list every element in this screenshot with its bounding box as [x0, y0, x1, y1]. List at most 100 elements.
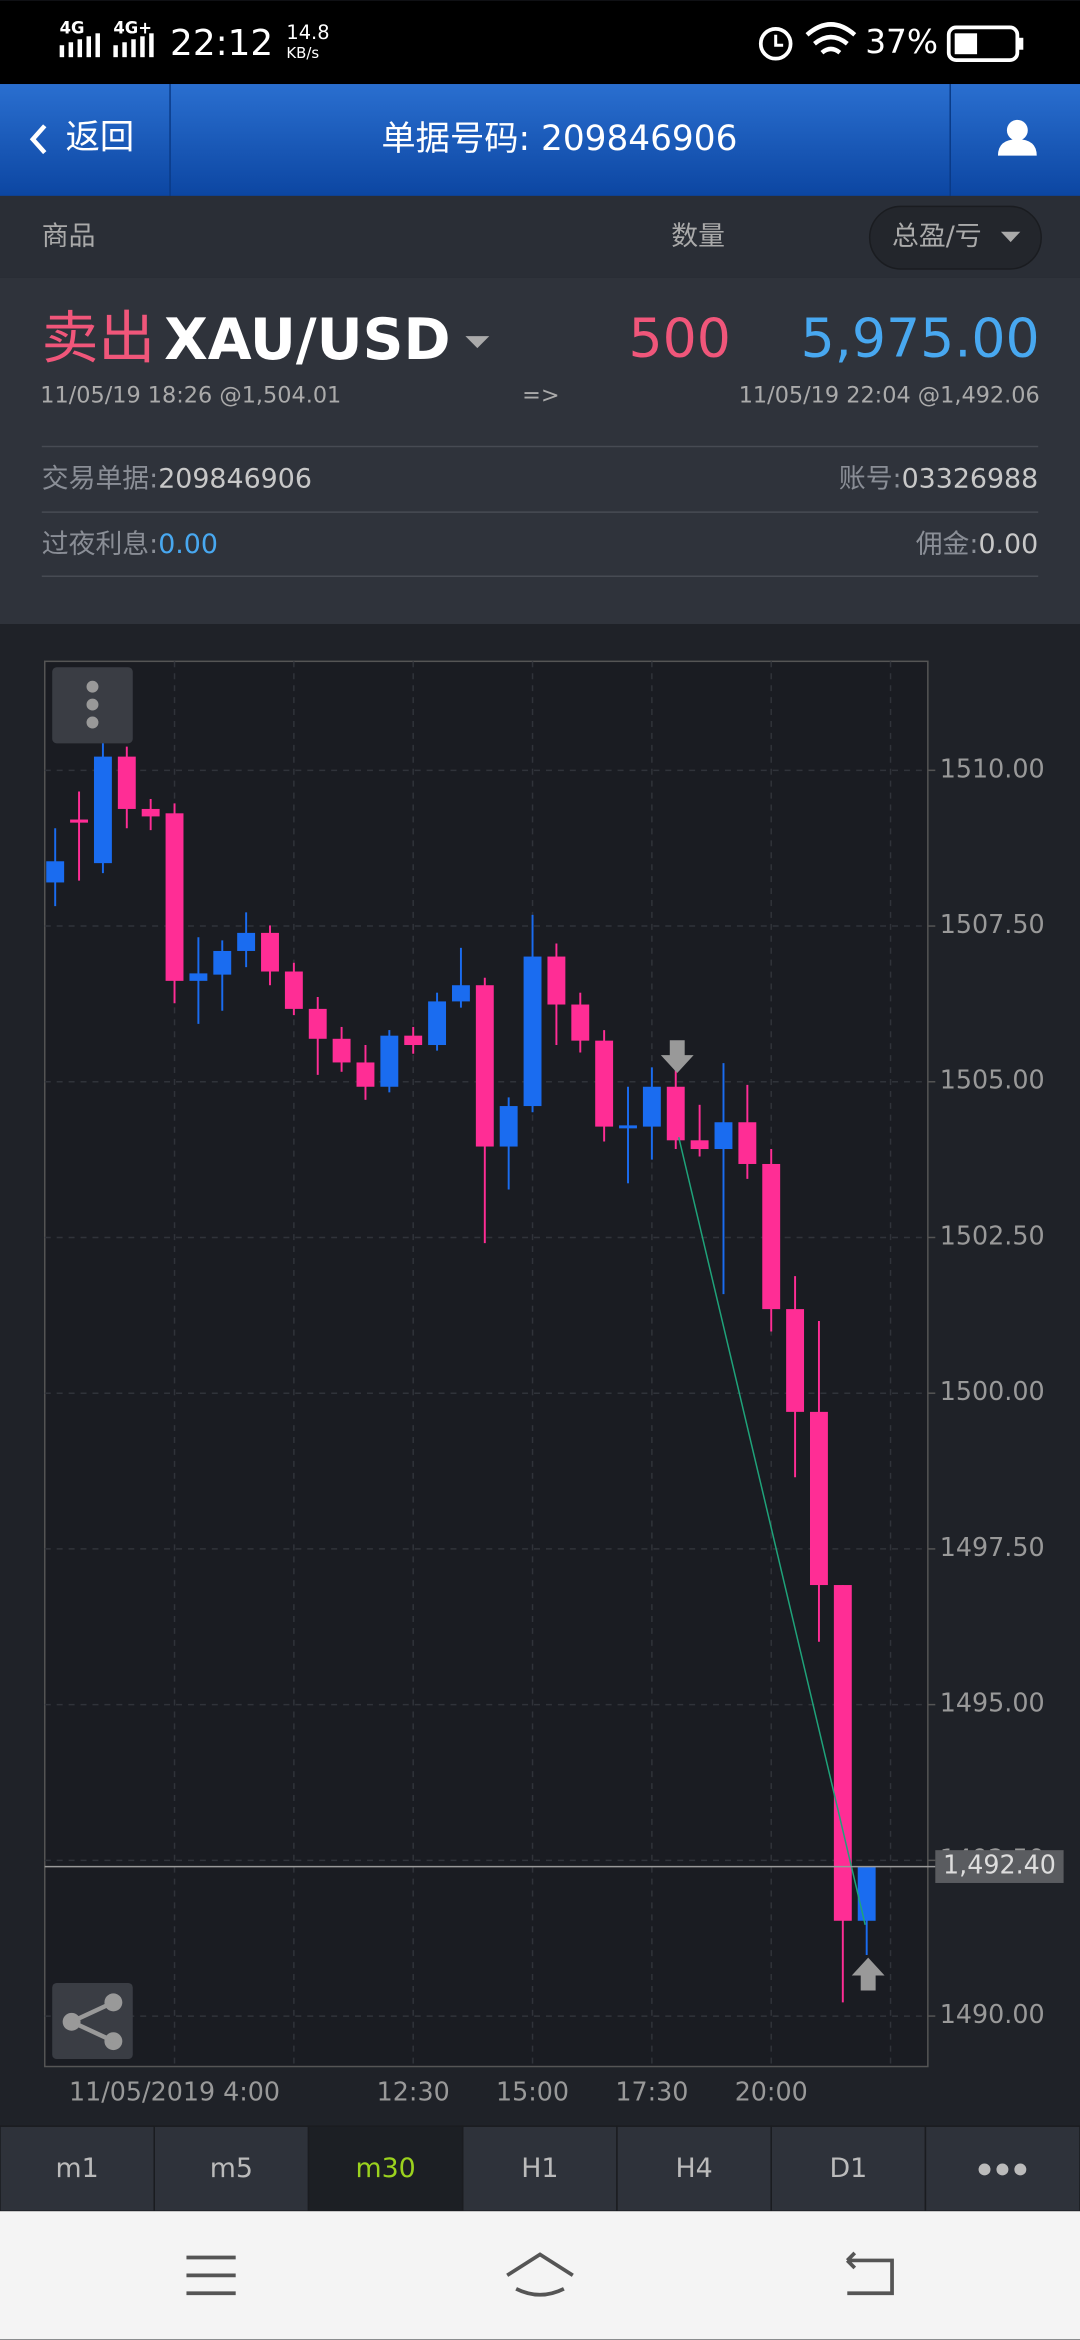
- more-dot: [978, 2163, 991, 2176]
- trade-line: [678, 1137, 866, 1925]
- open-info: 11/05/19 18:26 @1,504.01: [40, 382, 341, 408]
- tab[interactable]: [770, 2125, 927, 2212]
- x-tick-label: 20:00: [735, 2076, 808, 2106]
- x-tick-label: 15:00: [496, 2076, 569, 2106]
- battery-icon: [946, 25, 1024, 63]
- x-tick-label: 17:30: [615, 2076, 688, 2106]
- tab[interactable]: [153, 2125, 310, 2212]
- candle-body: [714, 1122, 733, 1150]
- share-button[interactable]: [52, 1982, 133, 2060]
- tab[interactable]: [461, 2125, 618, 2212]
- menu-key[interactable]: [186, 2255, 236, 2296]
- y-tick-label: 1495.00: [940, 1688, 1045, 1718]
- detail-value: 0.00: [158, 528, 218, 559]
- current-price-box: [935, 1850, 1064, 1883]
- separators: [41, 445, 1039, 578]
- candle-body: [475, 985, 494, 1147]
- y-tick-label: 1490.00: [940, 1999, 1045, 2029]
- dropdown-label: 总盈/亏: [892, 221, 982, 252]
- network: 4G: [60, 18, 85, 37]
- candle-body: [356, 1062, 375, 1087]
- candle-body: [428, 1001, 447, 1046]
- candle-body: [571, 1004, 590, 1041]
- candle-body: [833, 1585, 852, 1921]
- order-panel: [0, 277, 1080, 625]
- detail-label: 过夜利息:: [42, 528, 158, 559]
- column-label: 数量: [671, 221, 725, 252]
- clock: 22:12: [170, 23, 273, 64]
- back-key[interactable]: [845, 2251, 894, 2296]
- candle-body: [810, 1411, 828, 1586]
- sell-marker: [660, 1040, 694, 1074]
- network: 4G+: [113, 18, 152, 37]
- order-pnl: 5,975.00: [801, 307, 1040, 370]
- battery-level: 37%: [865, 23, 938, 61]
- candle-body: [595, 1040, 614, 1127]
- detail: 账号:03326988: [839, 463, 1038, 494]
- tab-label: m5: [210, 2153, 253, 2184]
- y-tick-label: 1497.50: [940, 1532, 1045, 1562]
- candle-body: [117, 756, 136, 809]
- candle-body: [619, 1125, 637, 1129]
- detail: 佣金:0.00: [916, 528, 1039, 559]
- candle-body: [332, 1038, 351, 1063]
- candle-body: [690, 1140, 709, 1150]
- detail: 过夜利息:0.00: [42, 528, 218, 559]
- candle-body: [308, 1008, 327, 1039]
- plot-area: [44, 660, 929, 2068]
- tab[interactable]: [616, 2125, 772, 2212]
- column-label: 商品: [42, 221, 96, 252]
- y-tick-label: 1500.00: [940, 1376, 1045, 1406]
- buy-marker: [851, 1957, 885, 1991]
- candle-body: [141, 808, 160, 817]
- header-title: 单据号码: 209846906: [381, 119, 737, 159]
- wifi-icon: [805, 22, 857, 55]
- candle-body: [666, 1086, 685, 1141]
- y-tick-label: 1507.50: [940, 909, 1045, 939]
- pnl-dropdown[interactable]: 总盈/亏: [868, 205, 1042, 270]
- arrow: =>: [522, 382, 559, 408]
- candle-body: [189, 973, 208, 981]
- detail-value: 03326988: [902, 463, 1039, 494]
- order-side: 卖出: [42, 306, 155, 372]
- detail-label: 交易单据:: [42, 463, 158, 494]
- candle-body: [284, 971, 303, 1009]
- candle-body: [380, 1035, 399, 1087]
- user-button[interactable]: [997, 119, 1037, 156]
- candle-body: [857, 1866, 876, 1921]
- signal-icon: [59, 33, 154, 58]
- candle-body: [213, 950, 232, 975]
- y-tick-label: 1510.00: [940, 753, 1045, 783]
- header: [0, 84, 1080, 196]
- candle-body: [404, 1035, 423, 1046]
- candle-body: [786, 1309, 805, 1412]
- candle-body: [237, 932, 256, 951]
- candle-body: [642, 1086, 661, 1127]
- y-tick-label: 1502.50: [940, 1220, 1045, 1250]
- order-symbol[interactable]: XAU/USD: [164, 307, 450, 373]
- candle-body: [93, 756, 112, 864]
- candle-body: [738, 1122, 757, 1164]
- candle-body: [547, 956, 566, 1005]
- order-quantity: 500: [628, 307, 730, 370]
- detail-value: 0.00: [978, 528, 1038, 559]
- candle-body: [46, 861, 65, 883]
- alarm-icon: [758, 26, 793, 61]
- back-label: 返回: [66, 118, 135, 158]
- candle-body: [261, 932, 279, 972]
- candle-body: [451, 985, 470, 1002]
- detail: 交易单据:209846906: [42, 463, 312, 494]
- menu-button[interactable]: [52, 667, 133, 744]
- x-tick-label: 11/05/2019 4:00: [69, 2076, 280, 2106]
- candle-body: [165, 813, 184, 981]
- more-dot: [1014, 2163, 1027, 2176]
- tab-label: H4: [675, 2153, 712, 2184]
- close-info: 11/05/19 22:04 @1,492.06: [739, 382, 1040, 408]
- more-dot: [996, 2163, 1009, 2176]
- home-key[interactable]: [506, 2252, 574, 2297]
- y-tick-label: 1505.00: [940, 1065, 1045, 1095]
- back-button[interactable]: 返回: [29, 118, 135, 158]
- detail-label: 账号:: [839, 463, 902, 494]
